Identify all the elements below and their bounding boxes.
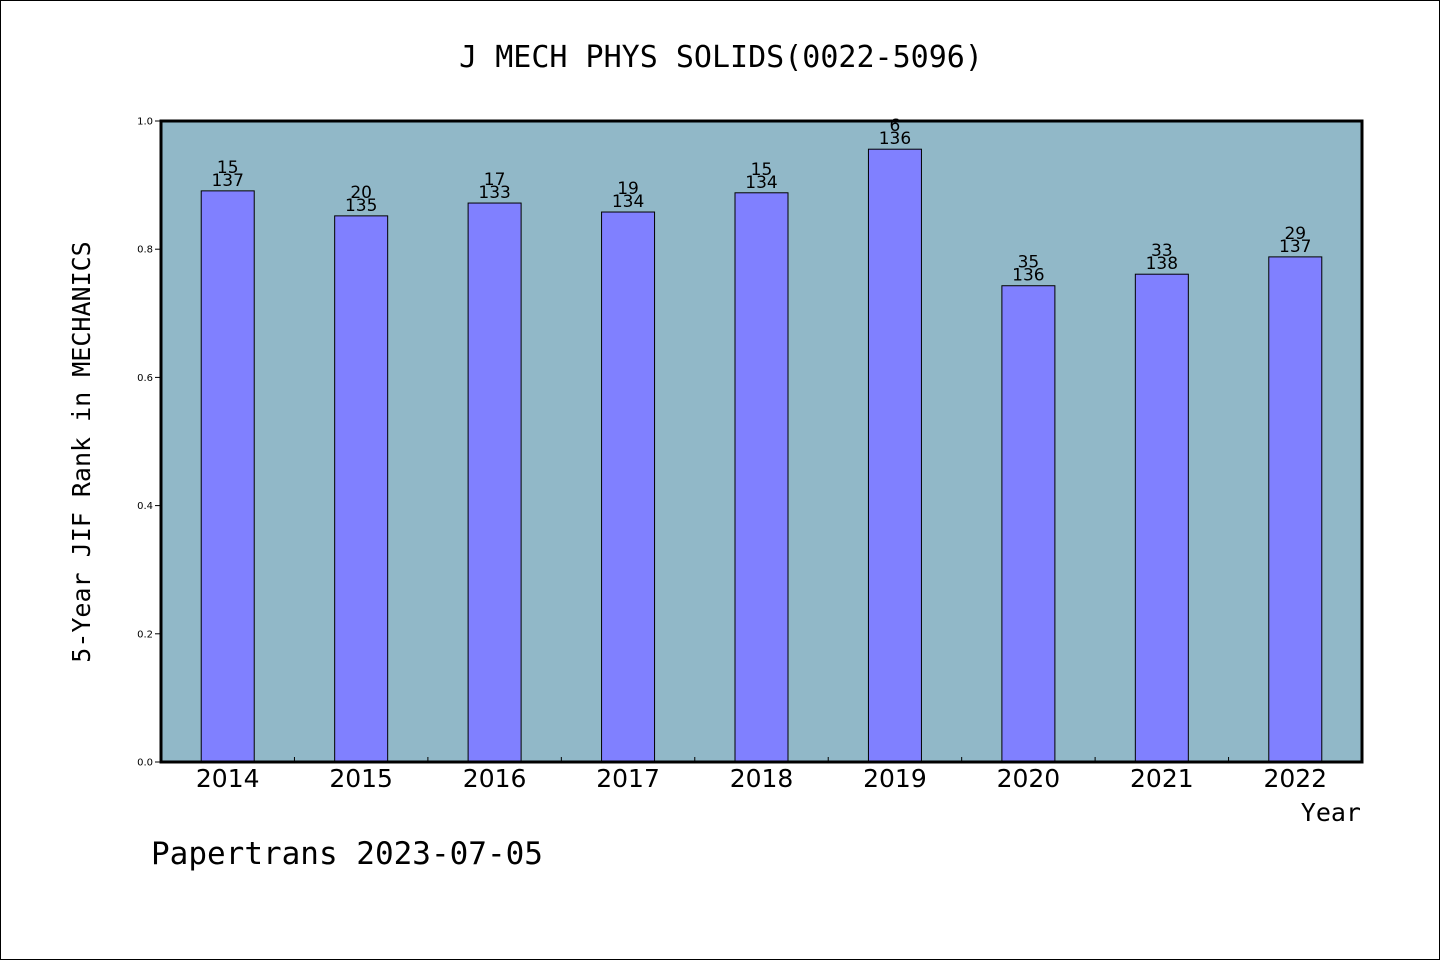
plot-border xyxy=(159,119,1364,764)
bar-2020 xyxy=(1001,285,1056,763)
total-label: 136 xyxy=(1012,266,1044,286)
bar-2017 xyxy=(601,211,656,763)
chart-title: J MECH PHYS SOLIDS(0022-5096) xyxy=(459,40,983,75)
rank-label: 35 xyxy=(1018,253,1040,273)
rank-label: 6 xyxy=(890,116,901,136)
rank-label: 17 xyxy=(484,170,506,190)
total-label: 138 xyxy=(1146,254,1178,274)
total-label: 137 xyxy=(211,171,243,191)
x-axis-label: Year xyxy=(1301,798,1361,827)
x-tick-label: 2014 xyxy=(196,764,260,793)
y-tick-labels: 0.0 0.2 0.4 0.6 0.8 1.0 xyxy=(137,117,153,769)
x-tick-label: 2022 xyxy=(1263,764,1327,793)
bar-2015 xyxy=(334,215,389,763)
y-tick-label: 0.4 xyxy=(137,501,153,512)
rank-label: 15 xyxy=(217,158,239,178)
x-tick-label: 2016 xyxy=(463,764,527,793)
bar-2018 xyxy=(734,192,789,763)
x-tick-label: 2019 xyxy=(863,764,927,793)
y-tick-label: 0.2 xyxy=(137,629,153,640)
bar-2021 xyxy=(1134,273,1189,763)
total-label: 133 xyxy=(478,183,510,203)
rank-label: 33 xyxy=(1151,241,1173,261)
bar-2022 xyxy=(1268,256,1323,763)
total-label: 134 xyxy=(612,192,644,212)
rank-label: 29 xyxy=(1284,224,1306,244)
footer-credit: Papertrans 2023-07-05 xyxy=(151,836,543,872)
y-tick-label: 0.6 xyxy=(137,373,153,384)
x-tick-label: 2018 xyxy=(730,764,794,793)
x-tick-label: 2017 xyxy=(596,764,660,793)
y-tick-label: 0.0 xyxy=(137,758,153,769)
total-label: 134 xyxy=(745,173,777,193)
x-tick-labels: 2014 2015 2016 2017 2018 2019 2020 2021 2022 xyxy=(196,764,1327,793)
rank-label: 19 xyxy=(617,179,639,199)
bar-2016 xyxy=(467,202,522,763)
bar-2019 xyxy=(867,148,922,763)
x-tick-label: 2021 xyxy=(1130,764,1194,793)
total-label: 136 xyxy=(879,129,911,149)
rank-label: 20 xyxy=(350,183,372,203)
x-tick-label: 2020 xyxy=(997,764,1061,793)
bar-2014 xyxy=(200,190,255,763)
x-tick-label: 2015 xyxy=(329,764,393,793)
total-label: 135 xyxy=(345,196,377,216)
rank-label: 15 xyxy=(751,160,773,180)
bars xyxy=(200,148,1323,763)
y-tick-label: 0.8 xyxy=(137,245,153,256)
y-tick-label: 1.0 xyxy=(137,117,153,128)
total-label: 137 xyxy=(1279,237,1311,257)
y-axis-label: 5-Year JIF Rank in MECHANICS xyxy=(67,241,96,662)
